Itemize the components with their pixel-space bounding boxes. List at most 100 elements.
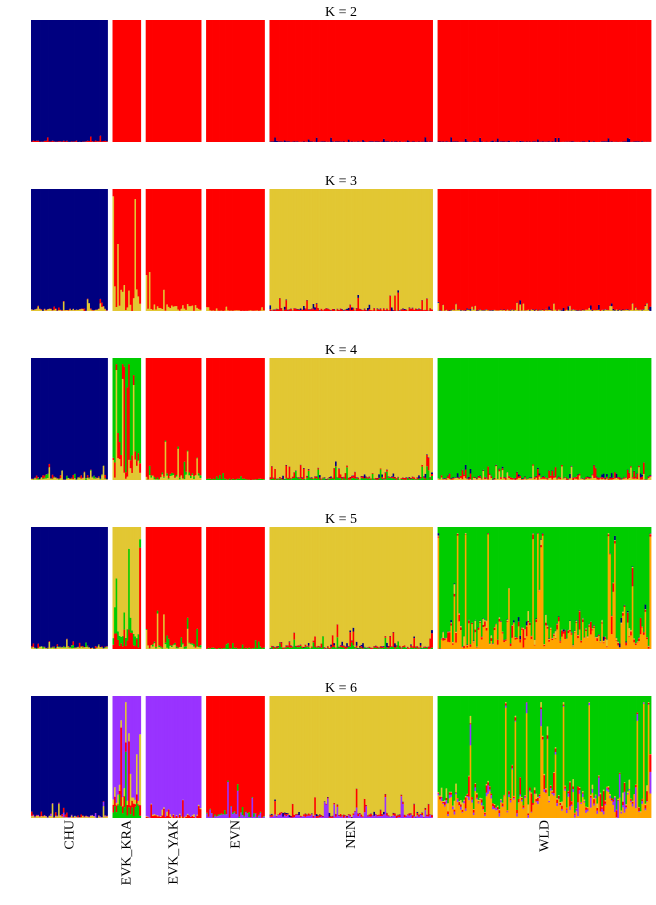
ancestry-segment [386,20,389,142]
ancestry-segment [405,478,408,480]
ancestry-segment [298,189,301,310]
ancestry-segment [477,310,480,311]
ancestry-segment [414,358,417,479]
ancestry-segment [512,478,515,480]
ancestry-segment [354,648,357,649]
ancestry-segment [487,358,490,467]
ancestry-segment [525,310,528,311]
ancestry-segment [206,812,209,814]
ancestry-segment [548,640,551,642]
ancestry-segment [172,814,175,815]
ancestry-segment [447,641,450,649]
ancestry-segment [56,644,59,647]
ancestry-segment [299,310,302,311]
ancestry-segment [287,358,290,478]
ancestry-segment [88,696,91,817]
ancestry-segment [304,189,307,309]
ancestry-segment [166,815,169,818]
ancestry-segment [533,141,536,142]
ancestry-segment [500,309,503,311]
ancestry-segment [509,479,512,480]
ancestry-segment [610,473,613,478]
ancestry-segment [152,644,155,647]
ancestry-segment [217,527,220,649]
ancestry-segment [631,566,634,569]
ancestry-segment [314,307,317,310]
ancestry-segment [553,303,556,311]
ancestry-segment [59,815,62,818]
ancestry-segment [288,527,291,642]
ancestry-segment [522,629,525,648]
ancestry-segment [136,20,138,142]
ancestry-segment [375,647,377,649]
ancestry-segment [416,358,419,478]
ancestry-segment [519,140,522,142]
ancestry-segment [333,309,336,310]
ancestry-segment [641,476,644,480]
ancestry-segment [422,310,425,311]
ancestry-segment [235,696,238,814]
ancestry-segment [614,472,617,479]
ancestry-segment [482,618,485,619]
ancestry-segment [429,358,432,478]
ancestry-segment [548,641,551,649]
ancestry-segment [429,527,432,639]
ancestry-segment [197,475,200,480]
ancestry-segment [379,468,382,470]
ancestry-segment [363,477,366,479]
ancestry-segment [585,20,588,142]
ancestry-segment [562,358,565,479]
ancestry-segment [38,189,41,309]
ancestry-segment [194,647,197,649]
ancestry-segment [559,527,562,640]
ancestry-segment [37,648,40,649]
ancestry-segment [572,477,575,480]
ancestry-segment [626,612,629,623]
ancestry-segment [50,309,53,311]
ancestry-segment [617,358,620,478]
ancestry-segment [548,189,551,307]
ancestry-segment [351,641,354,643]
ancestry-segment [500,477,503,479]
ancestry-segment [271,466,274,479]
ancestry-segment [178,358,181,478]
ancestry-segment [50,816,53,818]
ancestry-segment [355,647,358,649]
ancestry-segment [40,309,43,311]
ancestry-segment [287,189,290,310]
ancestry-segment [464,138,467,142]
ancestry-segment [458,613,461,615]
ancestry-segment [209,478,212,480]
ancestry-segment [559,358,562,478]
ancestry-segment [94,648,97,649]
ancestry-segment [94,477,97,479]
ancestry-segment [70,696,73,815]
ancestry-segment [155,646,158,649]
ancestry-segment [54,308,57,309]
ancestry-segment [45,140,48,142]
ancestry-segment [580,189,583,311]
ancestry-segment [593,478,596,480]
ancestry-segment [191,815,194,816]
ancestry-segment [101,817,104,818]
ancestry-segment [418,20,421,142]
ancestry-segment [335,647,338,649]
ancestry-segment [567,306,570,311]
ancestry-segment [217,20,220,142]
ancestry-segment [623,20,626,142]
ancestry-segment [180,696,183,817]
ancestry-segment [437,358,440,479]
ancestry-segment [455,631,458,633]
ancestry-segment [355,645,358,648]
ancestry-segment [53,648,56,649]
ancestry-segment [463,636,466,646]
ancestry-segment [429,479,432,480]
panel-title: K = 4 [325,343,357,358]
ancestry-segment [91,696,94,815]
ancestry-segment [53,527,56,647]
ancestry-segment [575,620,578,621]
ancestry-segment [357,20,360,142]
ancestry-segment [42,696,45,816]
ancestry-segment [472,477,475,479]
ancestry-segment [541,478,544,480]
